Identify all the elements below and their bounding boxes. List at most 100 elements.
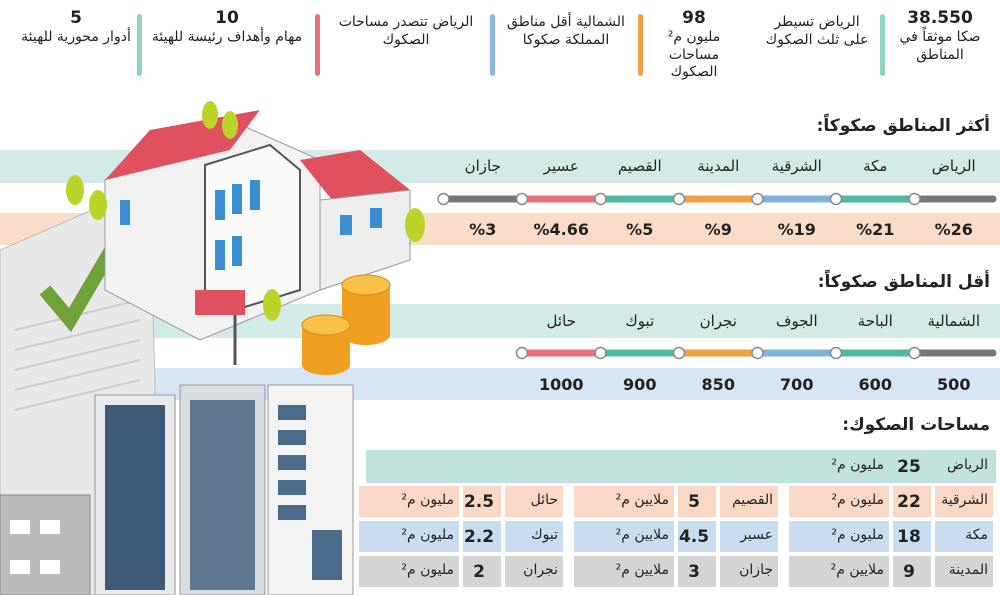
area-cell bbox=[503, 554, 565, 589]
stat-value: 5 bbox=[70, 8, 82, 28]
area-cell bbox=[357, 484, 461, 519]
area-value: 18 bbox=[897, 527, 921, 547]
area-cell bbox=[718, 554, 780, 589]
area-cell bbox=[933, 484, 995, 519]
area-cell bbox=[676, 554, 718, 589]
region-label: القصيم bbox=[617, 157, 662, 175]
area-cell bbox=[718, 484, 780, 519]
region-node bbox=[829, 346, 843, 360]
region-label: الجوف bbox=[775, 312, 818, 330]
region-value: 700 bbox=[780, 375, 814, 394]
region-node bbox=[908, 192, 921, 206]
area-cell bbox=[787, 554, 891, 589]
glass bbox=[105, 405, 165, 590]
illustration bbox=[0, 101, 425, 595]
region-node bbox=[437, 192, 450, 206]
region-label: الشمالية bbox=[927, 312, 981, 330]
sign bbox=[195, 290, 245, 315]
region-label: الرياض bbox=[931, 157, 976, 175]
region-label: حائل bbox=[546, 312, 576, 330]
region-node bbox=[515, 192, 529, 206]
windows bbox=[120, 180, 382, 270]
area-region: الشرقية bbox=[941, 492, 988, 508]
area-unit: مليون م² bbox=[831, 492, 884, 508]
area-value: 3 bbox=[688, 562, 700, 582]
region-node bbox=[829, 192, 843, 206]
stat-value: 10 bbox=[215, 8, 239, 28]
area-cell bbox=[572, 519, 676, 554]
stat-divider bbox=[880, 14, 885, 76]
area-region: حائل bbox=[530, 492, 558, 508]
stat: 5 أدوار محورية للهيئة bbox=[20, 8, 132, 47]
area-unit: مليون م² bbox=[401, 492, 454, 508]
region-label: المدينة bbox=[697, 157, 740, 175]
area-cell bbox=[357, 519, 461, 554]
area-unit: مليون م² bbox=[401, 562, 454, 578]
area-cell bbox=[891, 484, 933, 519]
region-label: الشرقية bbox=[771, 157, 822, 175]
stat-divider bbox=[315, 14, 320, 76]
building bbox=[0, 494, 91, 595]
region-label: عسير bbox=[543, 157, 579, 175]
stat: الرياض تسيطر على ثلث الصكوك bbox=[762, 14, 872, 49]
area-cell bbox=[787, 484, 891, 519]
region-node bbox=[594, 346, 607, 360]
region-node bbox=[594, 192, 607, 206]
area-unit: مليون م² bbox=[401, 527, 454, 543]
region-value: %9 bbox=[704, 220, 732, 239]
area-value: 4.5 bbox=[678, 527, 710, 547]
stat-text: أدوار محورية للهيئة bbox=[21, 29, 131, 46]
section-title: مساحات الصكوك: bbox=[842, 415, 990, 435]
region-label: الباحة bbox=[857, 312, 893, 330]
region-value: %19 bbox=[777, 220, 816, 239]
area-unit: مليون م² bbox=[831, 457, 884, 473]
area-region: القصيم bbox=[732, 492, 773, 508]
area-cells bbox=[357, 450, 996, 589]
region-lines bbox=[437, 192, 997, 360]
stat-text: الشمالية أقل مناطق المملكة صكوكا bbox=[507, 14, 625, 48]
area-region: جازان bbox=[739, 562, 773, 578]
area-cell bbox=[933, 554, 995, 589]
area-cell bbox=[357, 554, 461, 589]
region-node bbox=[515, 346, 529, 360]
tower bbox=[204, 143, 301, 312]
windows bbox=[10, 520, 60, 574]
area-unit: مليون م² bbox=[831, 527, 884, 543]
stat: 98 مليون م² مساحات الصكوك bbox=[648, 8, 740, 82]
region-label: نجران bbox=[699, 312, 737, 330]
area-value: 2.2 bbox=[463, 527, 495, 547]
roof bbox=[105, 110, 260, 180]
region-node bbox=[672, 346, 686, 360]
windows bbox=[278, 405, 342, 580]
area-cell bbox=[891, 519, 933, 554]
stat-text: الرياض تسيطر على ثلث الصكوك bbox=[765, 14, 869, 48]
area-region: تبوك bbox=[531, 527, 558, 543]
region-label: مكة bbox=[863, 157, 888, 175]
stat-text: صكا موثقاً في المناطق bbox=[899, 29, 981, 63]
region-node bbox=[751, 192, 764, 206]
region-value: %26 bbox=[934, 220, 973, 239]
area-cell bbox=[787, 519, 891, 554]
area-row bbox=[366, 450, 996, 483]
stat-divider bbox=[137, 14, 142, 76]
stat-text: مليون م² مساحات الصكوك bbox=[667, 29, 721, 81]
region-value: %21 bbox=[856, 220, 895, 239]
area-cell bbox=[461, 519, 503, 554]
region-label: جازان bbox=[464, 157, 501, 175]
area-region: نجران bbox=[523, 562, 558, 578]
area-cell bbox=[461, 484, 503, 519]
region-node bbox=[672, 192, 686, 206]
stat-text: مهام وأهداف رئيسة للهيئة bbox=[151, 29, 303, 46]
stat: الرياض تتصدر مساحات الصكوك bbox=[325, 14, 487, 49]
region-value: 1000 bbox=[538, 375, 584, 394]
area-cell bbox=[572, 554, 676, 589]
area-cell bbox=[718, 519, 780, 554]
checkmark bbox=[39, 231, 127, 333]
area-cell bbox=[891, 554, 933, 589]
area-value: 9 bbox=[903, 562, 915, 582]
region-value: %4.66 bbox=[533, 220, 589, 239]
area-value: 2 bbox=[473, 562, 485, 582]
area-cell bbox=[503, 519, 565, 554]
